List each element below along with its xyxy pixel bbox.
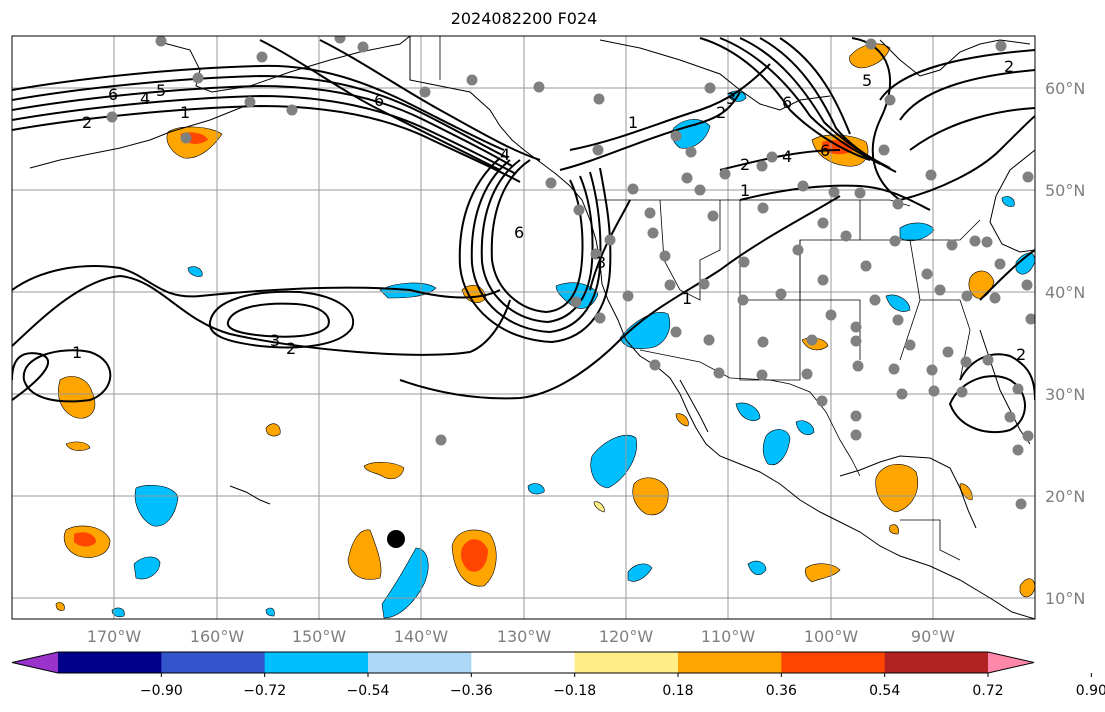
contour-label: 2 (1004, 57, 1014, 76)
colorbar-tick-label: 0.18 (662, 683, 693, 699)
colorbar-segment (471, 652, 576, 673)
lon-label: 110°W (701, 627, 756, 646)
lon-label: 90°W (911, 627, 955, 646)
contour-label: 5 (862, 71, 872, 90)
lon-label: 130°W (497, 627, 552, 646)
colorbar-segment (264, 652, 369, 673)
contour-label: 2 (1016, 345, 1026, 364)
colorbar-segment (678, 652, 782, 673)
lon-label: 140°W (394, 627, 449, 646)
colorbar-tick-label: −0.18 (553, 683, 596, 699)
contour-lines (12, 37, 1035, 434)
contour-label: 3 (596, 253, 606, 272)
contour-label: 1 (72, 343, 82, 362)
contour-label: 2 (716, 103, 726, 122)
lat-label: 30°N (1045, 385, 1085, 404)
colorbar-tick-label: −0.72 (243, 683, 286, 699)
lat-label: 50°N (1045, 181, 1085, 200)
contour-label: 6 (820, 141, 830, 160)
colorbar-segment (781, 652, 886, 673)
contour-label: 2 (740, 155, 750, 174)
colorbar-tick-label: 0.36 (766, 683, 797, 699)
lat-label: 20°N (1045, 487, 1085, 506)
map-title: 2024082200 F024 (450, 9, 598, 28)
map-frame (11, 35, 1036, 620)
contour-label: 2 (82, 113, 92, 132)
colorbar-segment (161, 652, 266, 673)
colorbar-segment (58, 652, 162, 673)
colorbar-extend-high (988, 652, 1034, 673)
latitude-labels: 60°N 50°N 40°N 30°N 20°N 10°N (1045, 79, 1085, 608)
lon-label: 160°W (190, 627, 245, 646)
colorbar-tick-label: 0.90 (1076, 683, 1105, 699)
colorbar-tick-label: −0.90 (140, 683, 183, 699)
contour-label: 6 (374, 91, 384, 110)
contour-label: 1 (180, 103, 190, 122)
colorbar-segment (368, 652, 472, 673)
station-dots (106, 36, 1035, 510)
contour-labels: 6 4 5 1 2 6 1 2 3 6 5 4 2 1 6 6 3 1 3 2 … (72, 57, 1026, 364)
colorbar-tick-label: −0.54 (347, 683, 390, 699)
lat-label: 40°N (1045, 283, 1085, 302)
contour-label: 5 (156, 81, 166, 100)
colorbar: −0.90 −0.72 −0.54 −0.36 −0.18 0.18 0.36 0.54 0.7… (11, 651, 1105, 699)
contour-label: 1 (628, 113, 638, 132)
contour-label: 6 (514, 223, 524, 242)
colorbar-tick-label: −0.36 (450, 683, 493, 699)
colorbar-segment (884, 652, 989, 673)
contour-label: 3 (270, 331, 280, 350)
lon-label: 170°W (87, 627, 142, 646)
contour-label: 3 (726, 89, 736, 108)
contour-label: 4 (140, 89, 150, 108)
lon-label: 150°W (292, 627, 347, 646)
longitude-labels: 170°W 160°W 150°W 140°W 130°W 120°W 110°… (87, 627, 955, 646)
lon-label: 100°W (804, 627, 859, 646)
lat-label: 60°N (1045, 79, 1085, 98)
contour-label: 6 (782, 93, 792, 112)
anomaly-shading (55, 43, 1035, 619)
contour-label: 2 (286, 339, 296, 358)
graticule (12, 36, 1035, 619)
colorbar-segment (574, 652, 679, 673)
lon-label: 120°W (599, 627, 654, 646)
colorbar-tick-label: 0.54 (869, 683, 900, 699)
colorbar-extend-low (12, 652, 58, 673)
contour-label: 1 (740, 181, 750, 200)
storm-center-marker (387, 530, 405, 548)
contour-label: 1 (682, 289, 692, 308)
lat-label: 10°N (1045, 589, 1085, 608)
contour-label: 6 (108, 85, 118, 104)
contour-label: 4 (500, 145, 510, 164)
colorbar-tick-label: 0.72 (972, 683, 1003, 699)
contour-label: 4 (782, 147, 792, 166)
